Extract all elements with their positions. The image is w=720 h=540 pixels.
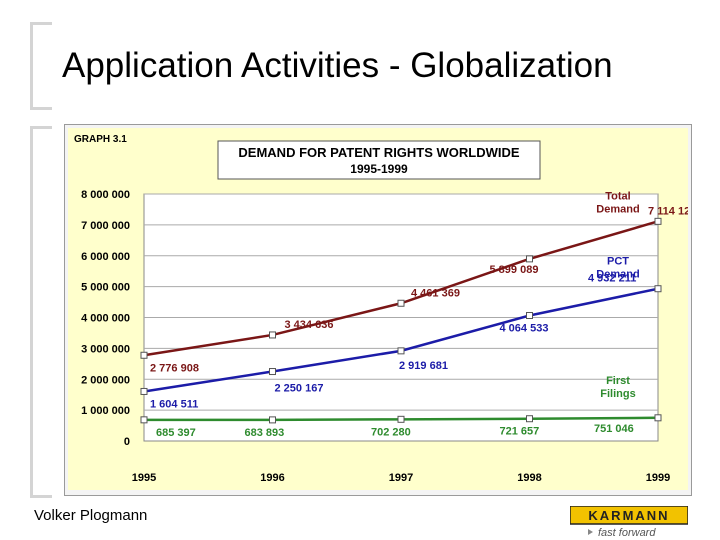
series-name-word: Filings [600, 388, 635, 400]
data-point [654, 285, 662, 293]
series-name-word: PCT [607, 256, 629, 268]
data-label: 2 919 681 [399, 360, 448, 372]
data-point [269, 416, 276, 424]
series-name-label: PCT Demand [596, 256, 639, 281]
y-tick-label: 6 000 000 [81, 251, 130, 263]
data-label: 702 280 [371, 426, 411, 438]
line-chart: GRAPH 3.1 DEMAND FOR PATENT RIGHTS WORLD… [68, 128, 688, 490]
series-name-word: Demand [596, 203, 639, 215]
y-tick-label: 2 000 000 [81, 374, 130, 386]
data-point [140, 387, 148, 395]
data-point [526, 312, 533, 320]
graph-label: GRAPH 3.1 [74, 134, 127, 145]
logo-tagline: fast forward [598, 527, 656, 538]
data-label: 3 434 636 [285, 319, 334, 331]
logo-wordmark: KARMANN [588, 508, 669, 523]
x-tick-label: 1998 [517, 472, 541, 484]
x-tick-label: 1995 [132, 472, 156, 484]
y-tick-label: 3 000 000 [81, 343, 130, 355]
data-label: 2 776 908 [150, 362, 199, 374]
decorative-bracket-bottom [30, 126, 52, 498]
x-tick-label: 1997 [389, 472, 413, 484]
data-label: 7 114 126 [648, 205, 688, 217]
data-point [526, 415, 533, 423]
y-tick-label: 5 000 000 [81, 282, 130, 294]
data-point [526, 255, 533, 263]
x-tick-label: 1999 [646, 472, 670, 484]
y-tick-label: 0 [124, 436, 130, 448]
slide-title: Application Activities - Globalization [62, 46, 613, 85]
data-point [140, 351, 148, 359]
data-label: 4 461 369 [411, 287, 460, 299]
y-tick-label: 4 000 000 [81, 313, 130, 325]
x-tick-label: 1996 [260, 472, 284, 484]
data-label: 751 046 [594, 423, 634, 435]
data-label: 2 250 167 [275, 383, 324, 395]
data-label: 685 397 [156, 427, 196, 439]
chart-title: DEMAND FOR PATENT RIGHTS WORLDWIDE [238, 145, 519, 160]
data-label: 4 064 533 [500, 323, 549, 335]
arrow-icon [588, 529, 593, 535]
chart-title-box [217, 140, 541, 180]
karmann-logo: KARMANN fast forward [570, 506, 688, 538]
data-point [397, 299, 405, 307]
chart-subtitle: 1995-1999 [350, 162, 408, 176]
series-name-word: First [606, 375, 630, 387]
data-point [269, 331, 276, 339]
series-name-word: Total [605, 190, 630, 202]
data-point [654, 414, 662, 422]
data-label: 5 899 089 [490, 264, 539, 276]
data-label: 721 657 [500, 426, 540, 438]
data-point [140, 416, 148, 424]
data-point [397, 347, 405, 355]
y-tick-label: 7 000 000 [81, 220, 130, 232]
data-point [654, 217, 662, 225]
y-tick-label: 8 000 000 [81, 189, 130, 201]
footer-author: Volker Plogmann [34, 507, 148, 524]
series-name-label: Total Demand [596, 190, 639, 215]
decorative-bracket-top [30, 22, 52, 110]
y-tick-label: 1 000 000 [81, 405, 130, 417]
data-label: 1 604 511 [150, 398, 198, 410]
data-point [397, 415, 405, 423]
data-label: 4 932 211 [588, 273, 636, 285]
data-label: 683 893 [245, 427, 285, 439]
series-name-word: Demand [596, 269, 639, 281]
series-name-label: First Filings [600, 375, 635, 400]
data-point [269, 368, 276, 376]
